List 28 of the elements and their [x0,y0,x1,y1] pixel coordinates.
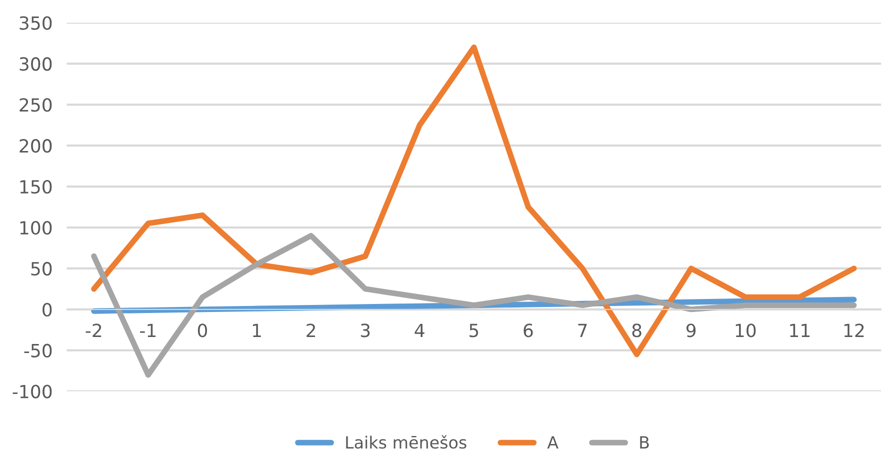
legend-label: B [640,436,649,448]
y-tick-label: 200 [20,139,52,153]
x-tick-label: 9 [686,324,696,338]
y-tick-label: 0 [42,302,52,317]
x-tick-label: 5 [470,324,478,338]
x-tick-label: 6 [524,324,533,338]
x-tick-label: 12 [844,324,864,338]
x-tick-label: -1 [140,324,156,338]
x-tick-label: 3 [360,324,370,338]
x-tick-label: -2 [86,324,102,338]
legend-label: Laiks mēnešos [346,435,466,449]
x-tick-label: 8 [632,324,642,338]
x-tick-label: 7 [578,324,587,338]
y-tick-label: 150 [20,180,52,194]
x-tick-label: 2 [306,324,315,338]
legend-label: A [547,436,558,448]
x-tick-label: 0 [198,324,208,338]
y-tick-label: -50 [24,344,52,358]
x-tick-label: 1 [253,324,261,338]
y-tick-label: 100 [20,220,52,235]
y-tick-label: 50 [31,262,52,276]
y-tick-label: 350 [20,16,52,30]
y-tick-label: -100 [12,384,52,398]
x-tick-label: 4 [414,324,424,338]
y-tick-label: 250 [20,98,52,112]
x-tick-label: 11 [790,324,810,338]
y-tick-label: 300 [20,57,52,71]
x-tick-label: 10 [736,324,756,338]
